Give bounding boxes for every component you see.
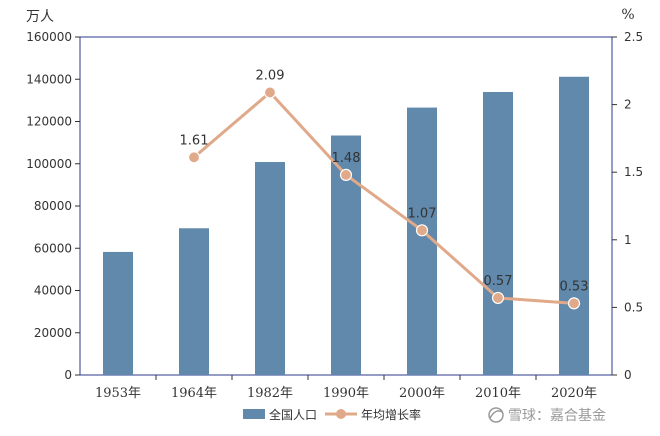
right-tick-label: 0 bbox=[624, 368, 632, 382]
right-tick-label: 2 bbox=[624, 98, 632, 112]
population-bar bbox=[179, 228, 209, 375]
growth-rate-point bbox=[567, 297, 581, 310]
snowball-logo-icon bbox=[488, 407, 504, 423]
population-bar bbox=[483, 91, 513, 375]
right-axis: 0 0.5 1 1.5 2 2.5 bbox=[612, 30, 643, 382]
growth-rate-label: 2.09 bbox=[256, 68, 285, 83]
growth-rate-label: 0.57 bbox=[484, 274, 513, 289]
growth-rate-point bbox=[415, 224, 429, 237]
population-bar bbox=[559, 76, 589, 375]
left-axis-unit: 万人 bbox=[26, 9, 54, 25]
x-tick-label: 1990年 bbox=[323, 386, 369, 401]
legend-bar-label: 全国人口 bbox=[269, 407, 317, 422]
x-tick-label: 1982年 bbox=[247, 386, 293, 401]
left-tick-label: 20000 bbox=[34, 326, 72, 340]
left-tick-label: 80000 bbox=[34, 199, 72, 213]
left-tick-label: 160000 bbox=[26, 30, 72, 44]
x-axis: 1953年 1964年 1982年 1990年 2000年 2010年 2020年 bbox=[95, 375, 597, 401]
left-tick-label: 140000 bbox=[26, 72, 72, 86]
left-tick-label: 0 bbox=[64, 368, 72, 382]
growth-rate-point bbox=[263, 86, 277, 99]
growth-rate-label: 1.61 bbox=[180, 133, 209, 148]
legend: 全国人口 年均增长率 bbox=[243, 407, 421, 422]
growth-rate-label: 1.07 bbox=[408, 206, 437, 221]
x-tick-label: 2010年 bbox=[475, 386, 521, 401]
watermark-text: 雪球：嘉合基金 bbox=[508, 407, 606, 424]
left-tick-label: 120000 bbox=[26, 115, 72, 129]
left-tick-label: 40000 bbox=[34, 284, 72, 298]
growth-rate-label: 1.48 bbox=[332, 151, 361, 166]
population-bar bbox=[255, 162, 285, 375]
growth-rate-series: 1.61 2.09 1.48 1.07 0.57 0.53 bbox=[180, 68, 589, 310]
left-tick-label: 60000 bbox=[34, 241, 72, 255]
right-tick-label: 1.5 bbox=[624, 165, 643, 179]
right-tick-label: 0.5 bbox=[624, 300, 643, 314]
legend-line-label: 年均增长率 bbox=[361, 407, 421, 422]
growth-rate-point bbox=[339, 168, 353, 182]
population-bar bbox=[103, 251, 133, 375]
left-axis: 0 20000 40000 60000 80000 100000 120000 140000 1… bbox=[26, 30, 80, 382]
watermark: 雪球：嘉合基金 bbox=[488, 407, 606, 424]
growth-rate-point bbox=[491, 291, 505, 305]
left-tick-label: 100000 bbox=[26, 157, 72, 171]
bar-series bbox=[103, 76, 589, 375]
growth-rate-label: 0.53 bbox=[560, 279, 589, 294]
legend-line-marker bbox=[336, 409, 346, 419]
growth-rate-point bbox=[187, 151, 201, 164]
legend-bar-swatch bbox=[243, 409, 265, 419]
x-tick-label: 1953年 bbox=[95, 386, 141, 401]
growth-rate-line bbox=[193, 90, 575, 305]
right-tick-label: 2.5 bbox=[624, 30, 643, 44]
right-tick-label: 1 bbox=[624, 233, 632, 247]
right-axis-unit: % bbox=[621, 7, 634, 23]
x-tick-label: 2000年 bbox=[399, 386, 445, 401]
population-bar bbox=[407, 107, 437, 375]
x-tick-label: 1964年 bbox=[171, 386, 217, 401]
x-tick-label: 2020年 bbox=[551, 386, 597, 401]
